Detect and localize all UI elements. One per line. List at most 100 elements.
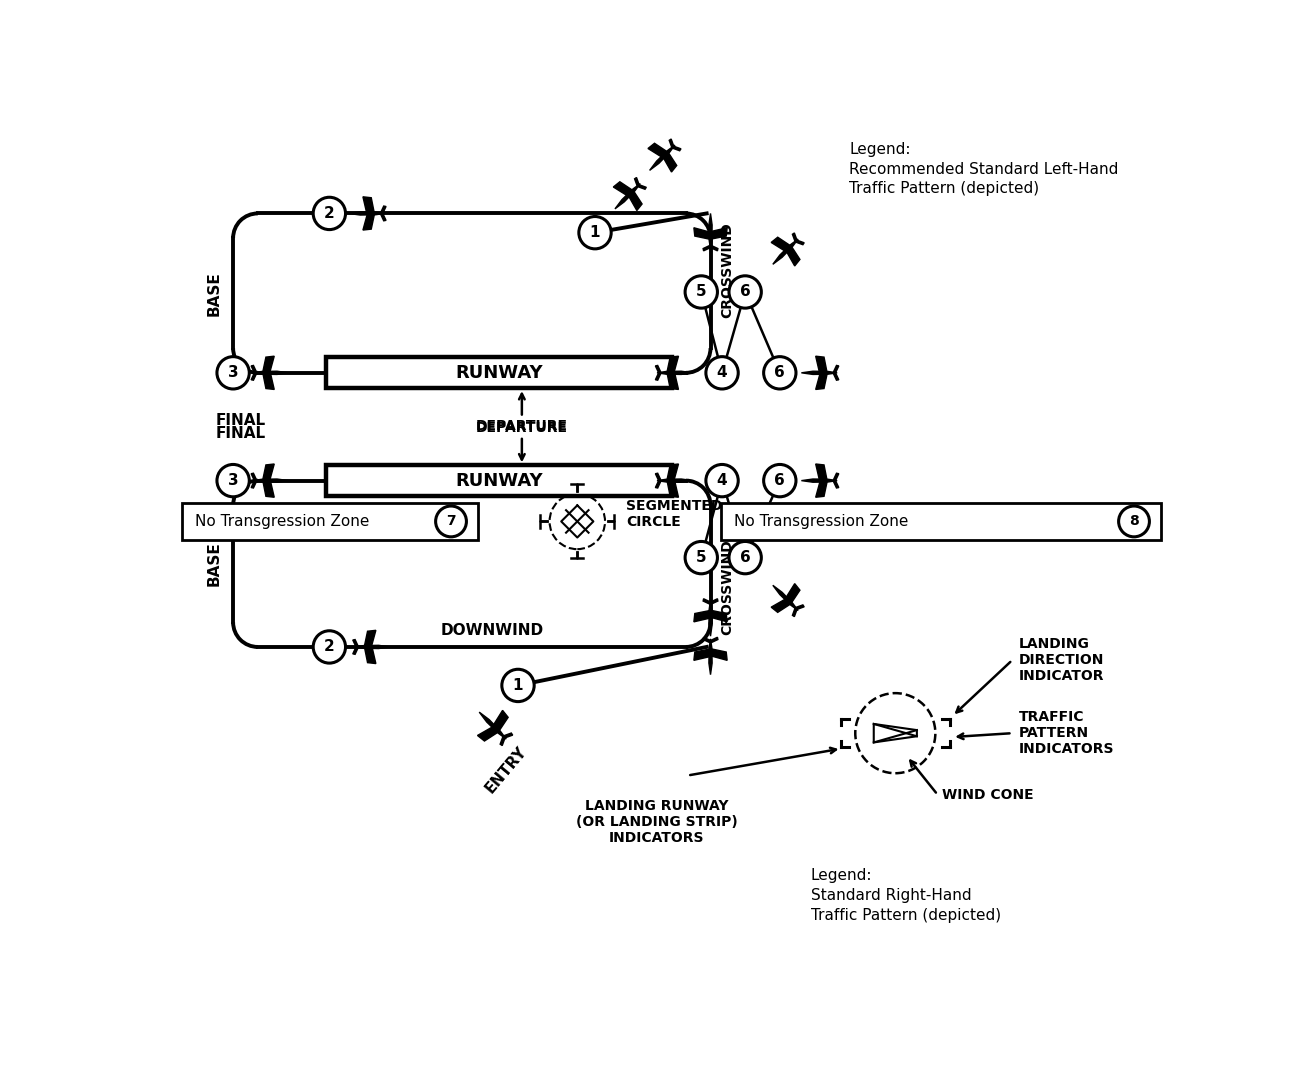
Circle shape	[685, 276, 718, 308]
Text: LANDING
DIRECTION
INDICATOR: LANDING DIRECTION INDICATOR	[1019, 637, 1105, 684]
Text: 8: 8	[1130, 514, 1139, 529]
Polygon shape	[773, 585, 798, 610]
Text: FINAL: FINAL	[216, 426, 266, 440]
Polygon shape	[801, 479, 838, 483]
Polygon shape	[667, 464, 679, 497]
Circle shape	[729, 542, 761, 573]
Text: Legend:
Standard Right-Hand
Traffic Pattern (depicted): Legend: Standard Right-Hand Traffic Patt…	[810, 868, 1001, 923]
Text: BASE: BASE	[206, 542, 221, 586]
Circle shape	[729, 276, 761, 308]
Text: WIND CONE: WIND CONE	[942, 787, 1034, 802]
Polygon shape	[709, 639, 713, 675]
Text: 6: 6	[740, 285, 751, 299]
Polygon shape	[773, 239, 798, 264]
Circle shape	[706, 464, 738, 497]
Text: 1: 1	[589, 225, 600, 240]
Polygon shape	[704, 638, 718, 643]
Polygon shape	[709, 213, 713, 249]
Polygon shape	[263, 464, 275, 497]
Text: 2: 2	[323, 640, 335, 654]
Polygon shape	[704, 598, 718, 604]
Polygon shape	[667, 356, 679, 390]
Text: RUNWAY: RUNWAY	[455, 472, 543, 489]
Polygon shape	[793, 605, 805, 617]
Polygon shape	[658, 371, 693, 375]
Circle shape	[313, 631, 346, 663]
Text: RUNWAY: RUNWAY	[455, 364, 543, 382]
Text: 4: 4	[717, 366, 727, 380]
Polygon shape	[477, 711, 508, 741]
Bar	[181, 503, 477, 539]
Polygon shape	[263, 356, 275, 390]
Polygon shape	[655, 366, 661, 380]
Polygon shape	[380, 206, 387, 221]
Text: SEGMENTED
CIRCLE: SEGMENTED CIRCLE	[626, 499, 722, 529]
Polygon shape	[793, 233, 805, 245]
Text: 1: 1	[513, 678, 523, 693]
Text: No Transgression Zone: No Transgression Zone	[734, 514, 909, 529]
Text: 6: 6	[775, 473, 785, 488]
Circle shape	[217, 464, 250, 497]
Polygon shape	[801, 371, 838, 375]
Polygon shape	[815, 356, 827, 390]
Text: DEPARTURE: DEPARTURE	[476, 419, 568, 432]
Text: 3: 3	[227, 366, 238, 380]
Bar	[326, 357, 672, 389]
Bar	[721, 503, 1161, 539]
Polygon shape	[251, 473, 256, 488]
Text: CROSSWIND: CROSSWIND	[721, 222, 735, 318]
Polygon shape	[364, 630, 376, 664]
Polygon shape	[354, 645, 391, 649]
Polygon shape	[815, 464, 827, 497]
Text: LANDING RUNWAY
(OR LANDING STRIP)
INDICATORS: LANDING RUNWAY (OR LANDING STRIP) INDICA…	[576, 798, 738, 845]
Text: DOWNWIND: DOWNWIND	[441, 622, 544, 638]
Polygon shape	[348, 212, 384, 215]
Polygon shape	[694, 228, 727, 239]
Text: Legend:
Recommended Standard Left-Hand
Traffic Pattern (depicted): Legend: Recommended Standard Left-Hand T…	[849, 142, 1119, 197]
Polygon shape	[648, 143, 677, 173]
Polygon shape	[252, 371, 288, 375]
Text: TRAFFIC
PATTERN
INDICATORS: TRAFFIC PATTERN INDICATORS	[1019, 710, 1114, 757]
Bar	[326, 465, 672, 496]
Text: 5: 5	[696, 285, 706, 299]
Text: ENTRY: ENTRY	[483, 744, 530, 795]
Polygon shape	[834, 366, 839, 380]
Polygon shape	[363, 197, 375, 230]
Polygon shape	[694, 649, 727, 661]
Polygon shape	[704, 246, 718, 251]
Circle shape	[685, 542, 718, 573]
Polygon shape	[479, 712, 506, 739]
Polygon shape	[615, 183, 640, 209]
Circle shape	[435, 506, 467, 537]
Text: 6: 6	[740, 550, 751, 566]
Text: 3: 3	[227, 473, 238, 488]
Circle shape	[217, 357, 250, 389]
Polygon shape	[650, 145, 675, 170]
Circle shape	[502, 669, 534, 702]
Polygon shape	[252, 479, 288, 483]
Polygon shape	[771, 237, 800, 266]
Circle shape	[764, 464, 796, 497]
Polygon shape	[635, 178, 647, 189]
Text: 2: 2	[323, 206, 335, 221]
Polygon shape	[709, 601, 713, 637]
Text: BASE: BASE	[206, 271, 221, 316]
Circle shape	[764, 357, 796, 389]
Polygon shape	[694, 610, 727, 621]
Text: No Transgression Zone: No Transgression Zone	[196, 514, 370, 529]
Text: CROSSWIND: CROSSWIND	[721, 539, 735, 634]
Polygon shape	[500, 733, 513, 746]
Circle shape	[706, 357, 738, 389]
Text: 7: 7	[446, 514, 456, 529]
Text: DEPARTURE: DEPARTURE	[476, 420, 568, 435]
Polygon shape	[613, 181, 642, 211]
Polygon shape	[669, 139, 681, 151]
Circle shape	[313, 198, 346, 229]
Polygon shape	[658, 479, 693, 483]
Circle shape	[1119, 506, 1149, 537]
Polygon shape	[771, 583, 800, 613]
Polygon shape	[352, 640, 358, 654]
Text: FINAL: FINAL	[216, 413, 266, 428]
Text: 4: 4	[717, 473, 727, 488]
Text: 5: 5	[696, 550, 706, 566]
